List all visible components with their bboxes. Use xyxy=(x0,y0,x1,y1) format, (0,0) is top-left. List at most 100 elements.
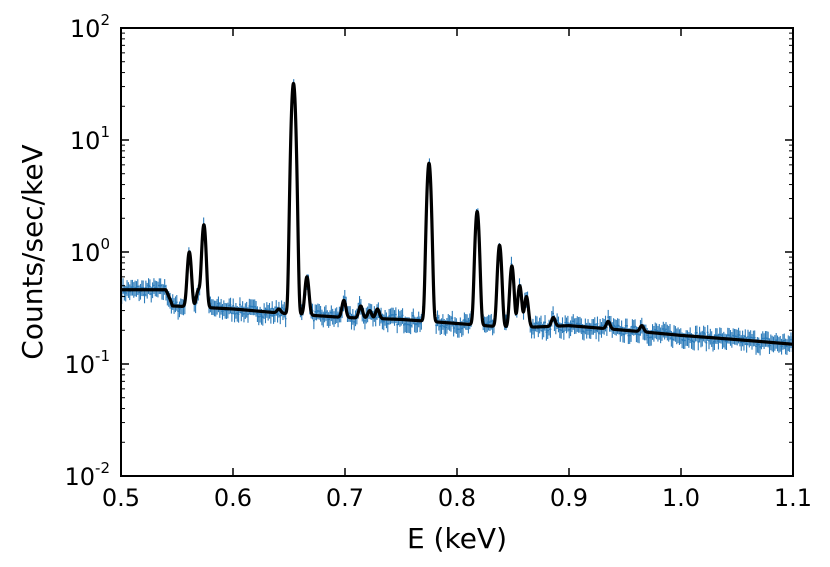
x-tick-label: 1.0 xyxy=(662,484,700,512)
data-point xyxy=(725,334,728,351)
y-tick-label: 10-1 xyxy=(64,347,110,379)
data-point xyxy=(138,285,141,302)
data-point xyxy=(252,299,255,316)
data-point xyxy=(740,335,743,351)
data-point xyxy=(455,318,458,334)
data-point xyxy=(566,315,569,332)
data-point xyxy=(749,330,752,346)
data-point xyxy=(163,279,166,295)
data-point xyxy=(126,280,128,296)
data-point xyxy=(323,306,326,323)
data-point xyxy=(462,319,464,336)
data-point xyxy=(337,311,339,328)
data-point xyxy=(747,329,749,346)
data-point xyxy=(218,302,221,318)
x-tick-label: 0.8 xyxy=(438,484,476,512)
data-point xyxy=(542,321,545,338)
data-point xyxy=(786,339,788,355)
data-point xyxy=(335,307,338,323)
data-point xyxy=(325,305,327,321)
data-point xyxy=(571,316,573,333)
data-point xyxy=(678,329,681,345)
data-point xyxy=(716,328,718,344)
data-point xyxy=(783,333,786,350)
plot-frame xyxy=(120,27,794,477)
data-point xyxy=(654,322,657,339)
y-tick-label: 102 xyxy=(70,11,110,43)
data-point xyxy=(569,320,572,337)
data-point xyxy=(761,331,764,347)
data-point xyxy=(419,316,421,333)
data-point xyxy=(265,302,268,318)
data-point xyxy=(489,315,491,331)
x-axis-label: E (keV) xyxy=(407,522,507,555)
data-point xyxy=(534,315,537,332)
data-point xyxy=(704,326,706,343)
data-point xyxy=(392,307,395,324)
data-point xyxy=(333,311,335,327)
data-point xyxy=(540,315,542,332)
data-point xyxy=(382,314,385,331)
y-tick-label: 10-2 xyxy=(64,459,110,491)
data-point xyxy=(221,303,224,320)
model-curve xyxy=(119,81,795,346)
data-point xyxy=(229,297,232,314)
data-point xyxy=(175,295,178,311)
data-point xyxy=(767,331,770,348)
data-point xyxy=(663,323,666,340)
data-point xyxy=(123,284,126,301)
data-point xyxy=(775,333,778,349)
data-point xyxy=(564,315,567,332)
y-tick-label: 101 xyxy=(70,123,110,155)
data-point xyxy=(315,304,318,321)
data-point xyxy=(264,307,267,324)
x-tick-label: 0.7 xyxy=(326,484,364,512)
data-point xyxy=(694,325,697,342)
data-point xyxy=(620,320,623,337)
data-point xyxy=(655,323,658,340)
data-point xyxy=(728,328,731,344)
data-point xyxy=(463,312,466,329)
data-point xyxy=(466,314,468,330)
data-point xyxy=(618,318,620,335)
x-tick-label: 0.6 xyxy=(214,484,252,512)
data-point xyxy=(131,279,134,296)
data-point xyxy=(400,309,403,326)
y-axis-label: Counts/sec/keV xyxy=(16,144,49,359)
data-point xyxy=(777,337,780,353)
data-point xyxy=(148,279,151,296)
data-point xyxy=(600,322,603,338)
data-point xyxy=(736,329,739,346)
data-point xyxy=(486,316,489,332)
data-point xyxy=(159,278,162,295)
data-point xyxy=(632,320,635,336)
data-point xyxy=(273,306,276,323)
data-point xyxy=(717,333,720,350)
data-point xyxy=(174,296,177,313)
data-points-layer xyxy=(120,79,794,356)
data-point xyxy=(700,331,702,348)
data-point xyxy=(596,316,599,333)
data-point xyxy=(601,318,604,334)
data-point xyxy=(595,323,598,340)
y-tick-label: 100 xyxy=(70,235,110,267)
data-point xyxy=(686,330,689,347)
data-point xyxy=(780,338,783,355)
x-tick-label: 1.1 xyxy=(774,484,812,512)
x-tick-label: 0.9 xyxy=(550,484,588,512)
data-point xyxy=(272,308,275,324)
data-point xyxy=(349,306,352,322)
model-layer xyxy=(119,81,795,346)
data-point xyxy=(752,330,755,347)
data-point xyxy=(330,305,333,322)
data-point xyxy=(720,327,722,344)
data-point xyxy=(593,317,596,333)
data-point xyxy=(614,319,616,335)
data-point xyxy=(702,325,705,342)
data-point xyxy=(283,301,286,318)
data-point xyxy=(256,306,259,323)
data-point xyxy=(139,283,142,300)
data-point xyxy=(673,325,675,341)
data-point xyxy=(397,309,400,326)
